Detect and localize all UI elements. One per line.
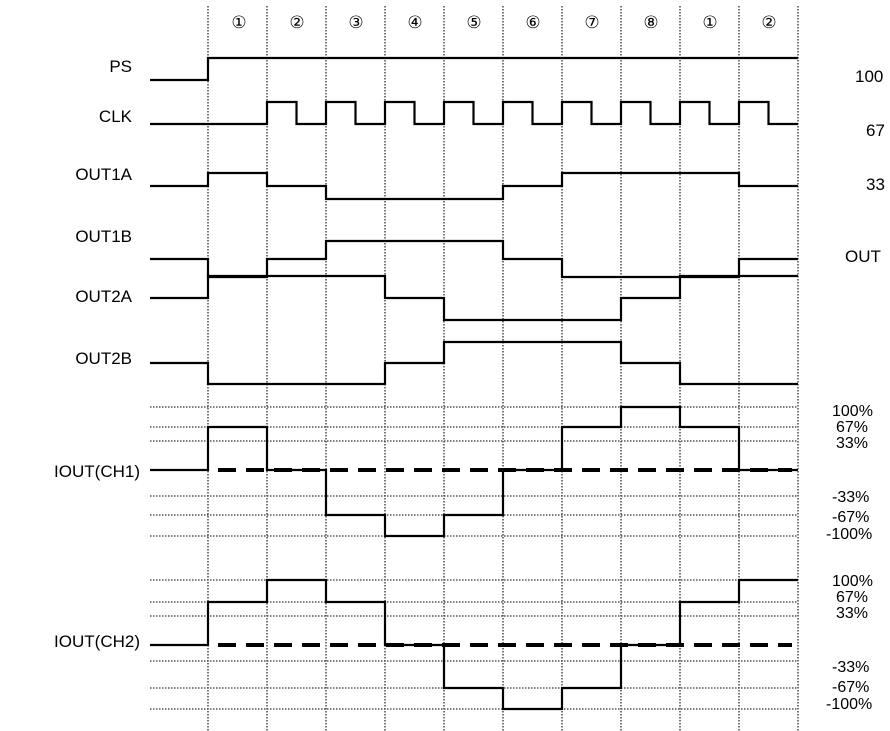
waveform-out1b bbox=[150, 239, 798, 279]
scale-label-ch2-pos-67: 67% bbox=[836, 589, 868, 606]
cut-label-67: 67 bbox=[866, 121, 885, 140]
signal-label-out2b: OUT2B bbox=[75, 349, 132, 368]
current-label-ch1: IOUT(CH1) bbox=[54, 462, 140, 481]
waveforms bbox=[150, 56, 798, 711]
signal-label-ps: PS bbox=[109, 57, 132, 76]
step-number: ⑧ bbox=[643, 13, 658, 33]
cut-off-side-labels: 100 67 33 OUT bbox=[845, 67, 885, 266]
waveform-out1a bbox=[150, 171, 798, 201]
waveform-iout-ch2 bbox=[150, 578, 798, 711]
scale-label-ch1-pos-100: 100% bbox=[832, 403, 873, 420]
signal-label-out1a: OUT1A bbox=[75, 165, 132, 184]
cut-label-out: OUT bbox=[845, 247, 881, 266]
cut-label-100: 100 bbox=[855, 67, 883, 86]
scale-label-ch2-neg-67: -67% bbox=[832, 679, 869, 696]
current-scale-labels: 100% 67% 33% -33% -67% -100% 100% 67% 33… bbox=[826, 403, 873, 713]
waveform-ps bbox=[150, 56, 798, 82]
step-number: ⑤ bbox=[466, 13, 481, 33]
step-number: ① bbox=[231, 13, 246, 33]
cut-label-33: 33 bbox=[866, 175, 885, 194]
signal-label-out2a: OUT2A bbox=[75, 287, 132, 306]
waveform-out2b bbox=[150, 340, 798, 386]
current-label-ch2: IOUT(CH2) bbox=[54, 632, 140, 651]
scale-label-ch2-neg-33: -33% bbox=[832, 659, 869, 676]
scale-label-ch1-pos-33: 33% bbox=[836, 435, 868, 452]
step-number: ④ bbox=[407, 13, 422, 33]
scale-label-ch2-neg-100: -100% bbox=[826, 696, 872, 713]
waveform-clk bbox=[150, 100, 798, 126]
scale-label-ch1-neg-67: -67% bbox=[832, 509, 869, 526]
scale-label-ch1-neg-33: -33% bbox=[832, 489, 869, 506]
scale-label-ch1-neg-100: -100% bbox=[826, 526, 872, 543]
step-numbers: ① ② ③ ④ ⑤ ⑥ ⑦ ⑧ ① ② bbox=[231, 13, 776, 33]
signal-label-out1b: OUT1B bbox=[75, 227, 132, 246]
step-number: ⑦ bbox=[584, 13, 599, 33]
signal-label-clk: CLK bbox=[99, 107, 133, 126]
current-level-gridlines bbox=[150, 406, 798, 710]
step-number: ② bbox=[289, 13, 304, 33]
step-number: ⑥ bbox=[525, 13, 540, 33]
waveform-out2a bbox=[150, 274, 798, 322]
scale-label-ch2-pos-33: 33% bbox=[836, 605, 868, 622]
step-number: ③ bbox=[348, 13, 363, 33]
waveform-iout-ch1 bbox=[150, 405, 798, 538]
scale-label-ch2-pos-100: 100% bbox=[832, 573, 873, 590]
signal-labels: PS CLK OUT1A OUT1B OUT2A OUT2B IOUT(CH1)… bbox=[54, 57, 140, 651]
scale-label-ch1-pos-67: 67% bbox=[836, 419, 868, 436]
step-number: ① bbox=[702, 13, 717, 33]
step-number: ② bbox=[761, 13, 776, 33]
